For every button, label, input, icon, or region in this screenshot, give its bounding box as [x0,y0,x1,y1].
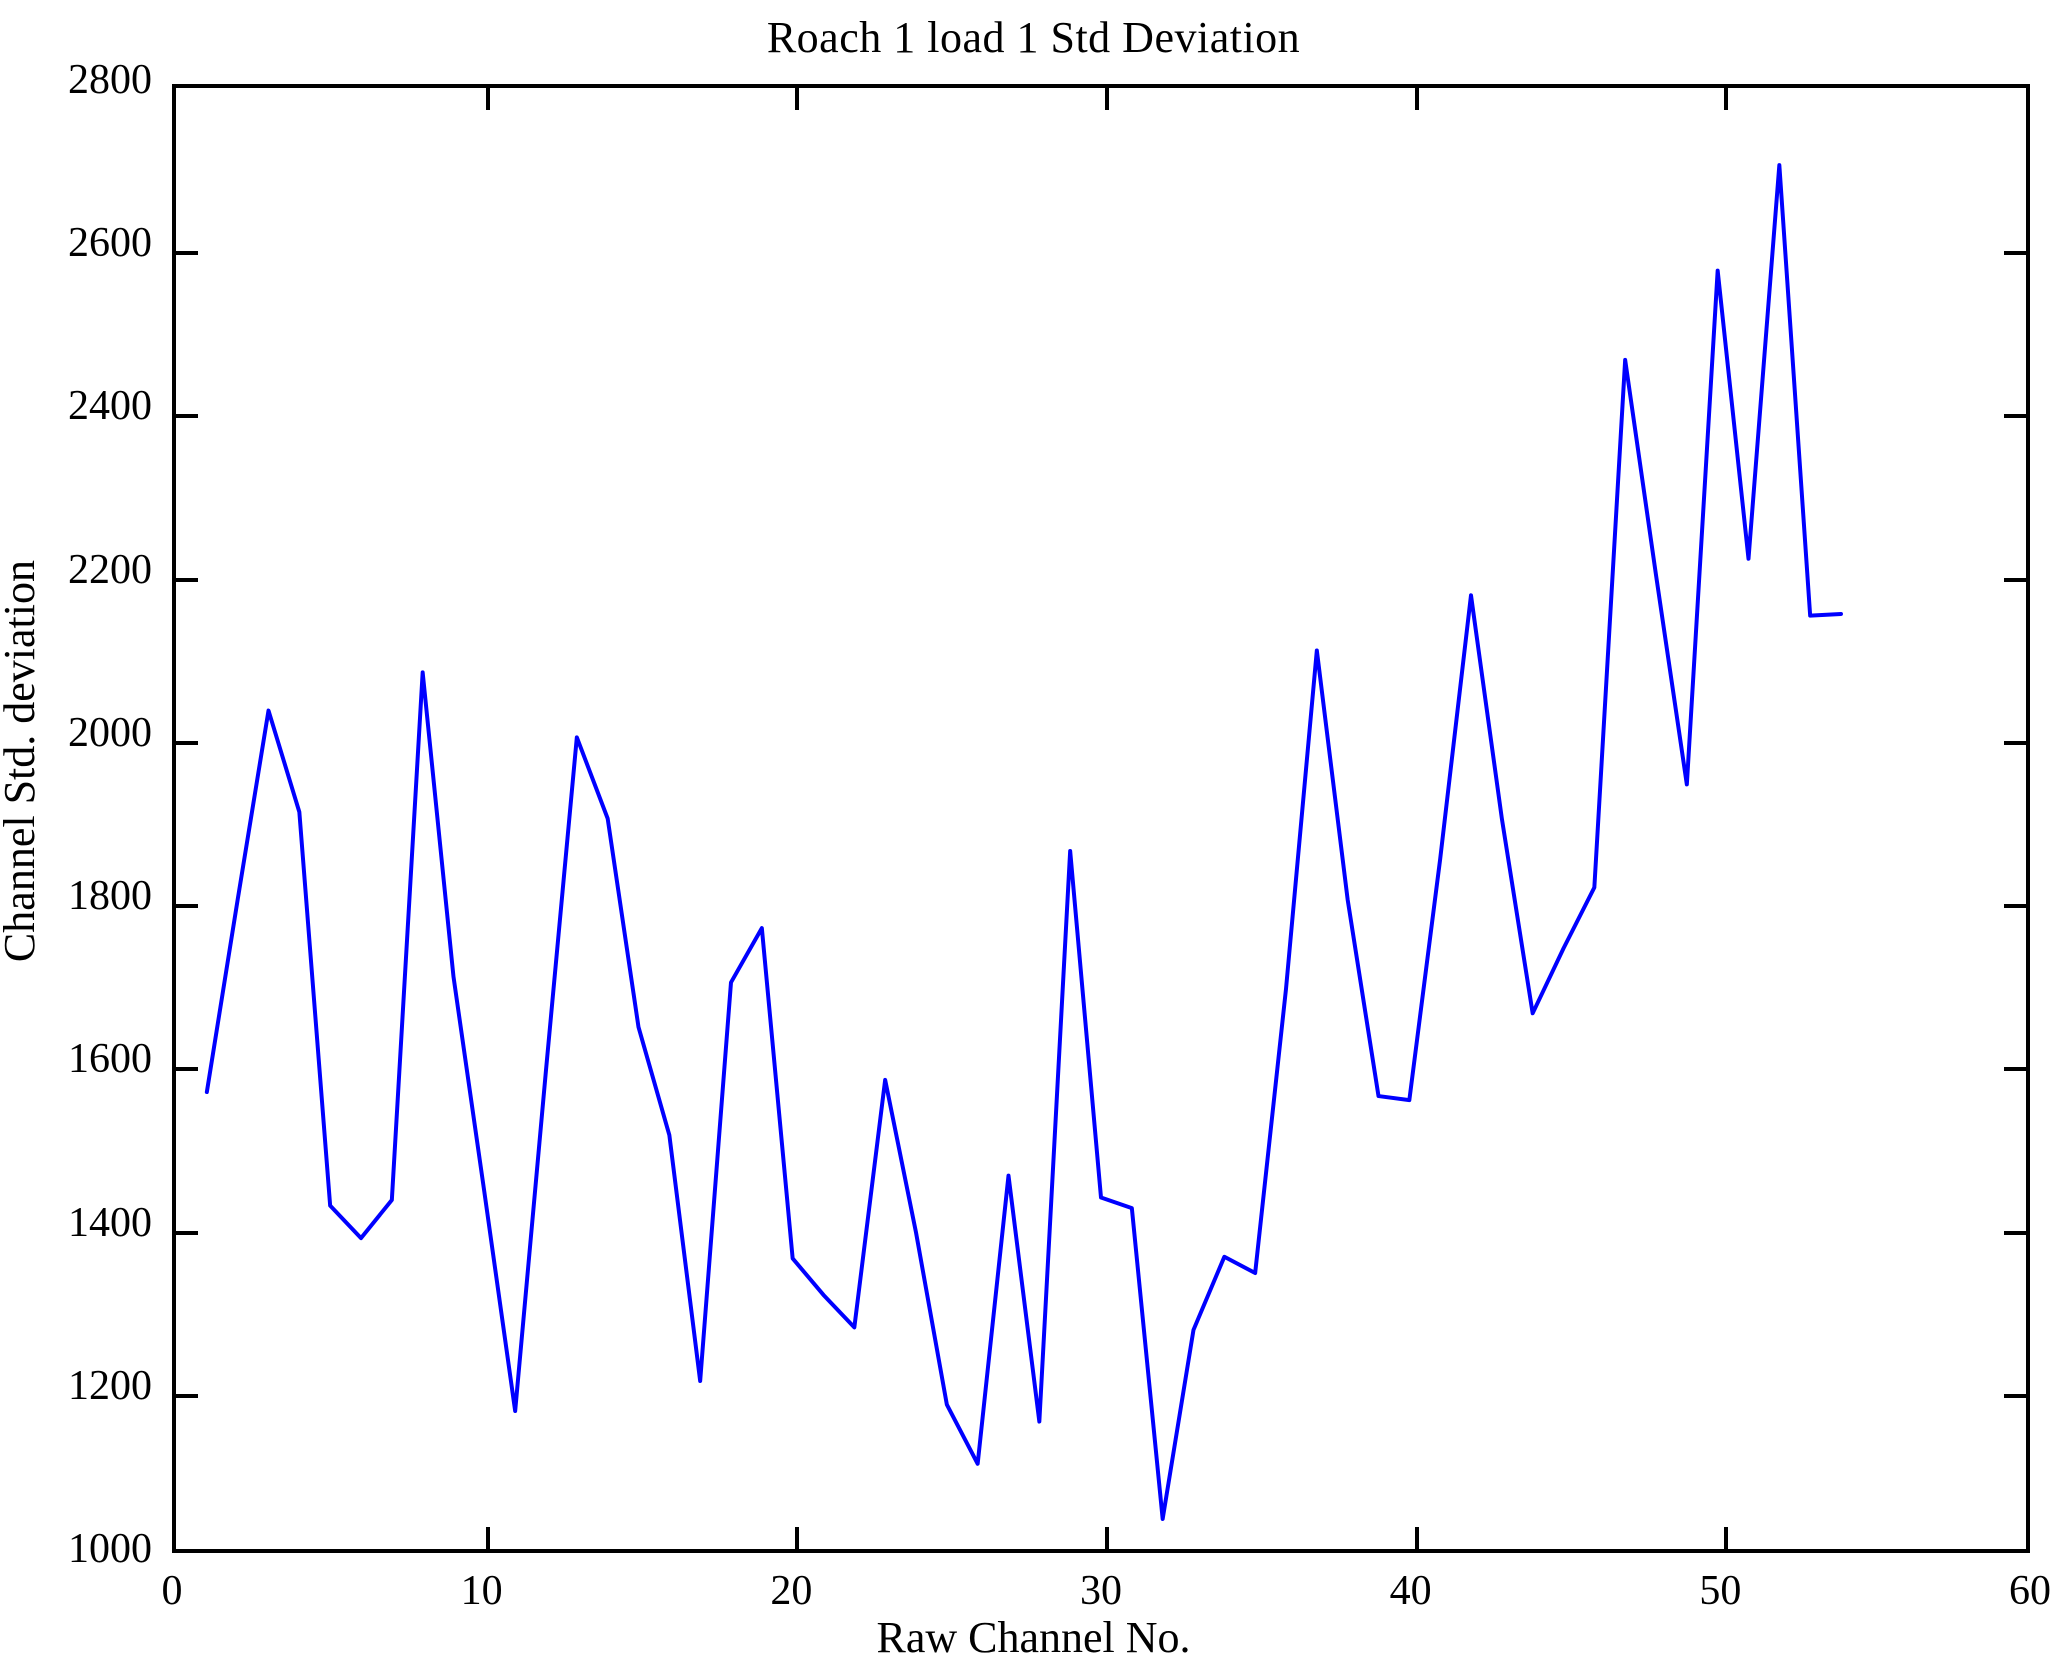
x-axis-tick [795,1527,800,1549]
y-axis-tick-label: 2800 [68,57,152,103]
y-axis-tick-right [2004,1393,2026,1398]
y-axis-tick [176,251,198,256]
x-axis-tick-label: 20 [770,1568,813,1614]
x-axis-tick [1414,1527,1419,1549]
x-axis-tick-top [485,88,490,110]
x-axis-tick-label: 10 [460,1568,503,1614]
y-axis-tick [176,1230,198,1235]
y-axis-title: Channel Std. deviation [0,560,44,963]
x-axis-tick [1105,1527,1109,1549]
y-axis-tick-label: 2600 [68,220,152,267]
y-axis-tick-label: 2400 [68,383,152,430]
x-axis-tick-label: 40 [1389,1568,1432,1614]
y-axis-tick-label: 1000 [68,1526,152,1572]
y-axis-tick-label: 1200 [68,1362,152,1409]
y-axis-tick-right [2004,740,2026,745]
y-axis-tick-right [2004,414,2026,419]
y-axis-tick [176,1067,198,1072]
series-polyline [204,163,1843,1521]
y-axis-tick [176,904,198,909]
x-axis-tick-top [795,88,800,110]
y-axis-tick-right [2004,251,2026,256]
x-axis-tick-top [1105,88,1109,110]
y-axis-tick [176,414,198,419]
y-axis-tick-label: 1800 [68,873,152,920]
y-axis-tick-right [2004,1067,2026,1072]
y-axis-tick-label: 1400 [68,1199,152,1246]
y-axis-tick-right [2004,1230,2026,1235]
data-line-series [204,163,1843,1521]
page-title: Roach 1 load 1 Std Deviation [766,13,1301,62]
x-axis-tick-label: 60 [2009,1568,2051,1614]
y-axis-tick-label: 2200 [68,546,152,593]
y-axis-tick-right [2004,904,2026,909]
y-axis-tick [176,740,198,745]
plot-area [172,84,2030,1553]
x-axis-tick-top [1724,88,1729,110]
x-axis-tick-label: 0 [161,1568,183,1614]
x-axis-tick-label: 30 [1080,1568,1122,1614]
x-axis-title: Raw Channel No. [876,1613,1191,1662]
x-axis-tick-top [1414,88,1419,110]
y-axis-tick [176,577,198,582]
y-axis-tick-right [2004,577,2026,582]
x-axis-tick [1724,1527,1729,1549]
x-axis-tick [485,1527,490,1549]
y-axis-tick-label: 1600 [68,1036,152,1083]
y-axis-tick [176,1393,198,1398]
y-axis-tick-label: 2000 [68,709,152,756]
x-axis-tick-label: 50 [1699,1568,1742,1614]
